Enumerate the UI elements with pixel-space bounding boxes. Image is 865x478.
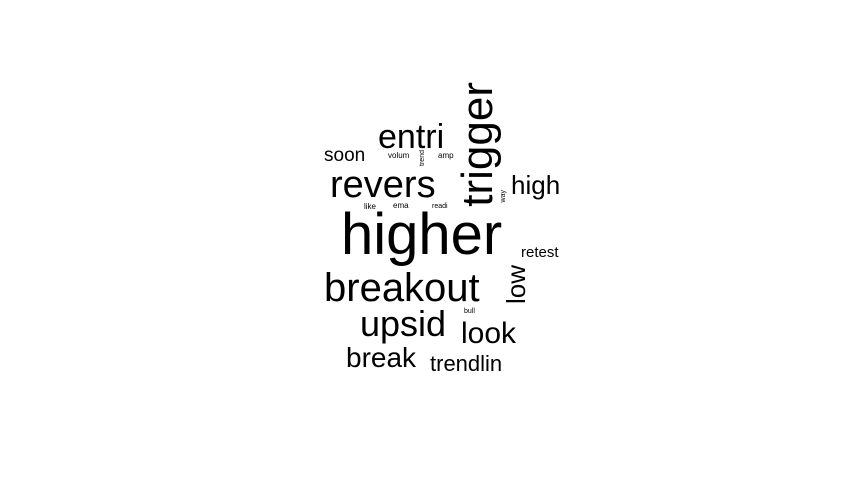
word-way: way — [500, 190, 507, 203]
word-breakout: breakout — [324, 266, 480, 310]
word-trendlin: trendlin — [430, 351, 503, 376]
word-amp: amp — [438, 151, 454, 160]
word-look: look — [461, 317, 517, 350]
word-retest: retest — [521, 244, 559, 261]
word-low: low — [501, 265, 531, 305]
word-like: like — [364, 202, 377, 211]
word-ema: ema — [393, 201, 409, 210]
word-higher: higher — [341, 202, 503, 267]
word-readi: readi — [432, 203, 448, 210]
word-high: high — [511, 170, 561, 200]
word-revers: revers — [330, 164, 436, 206]
word-soon: soon — [324, 145, 366, 166]
word-volum: volum — [388, 151, 410, 160]
word-upsid: upsid — [360, 303, 447, 344]
word-bull: bull — [464, 308, 475, 315]
word-trigger: trigger — [453, 82, 502, 207]
word-break: break — [346, 342, 417, 373]
word-trend: trend — [419, 150, 426, 166]
word-entri: entri — [378, 118, 445, 156]
